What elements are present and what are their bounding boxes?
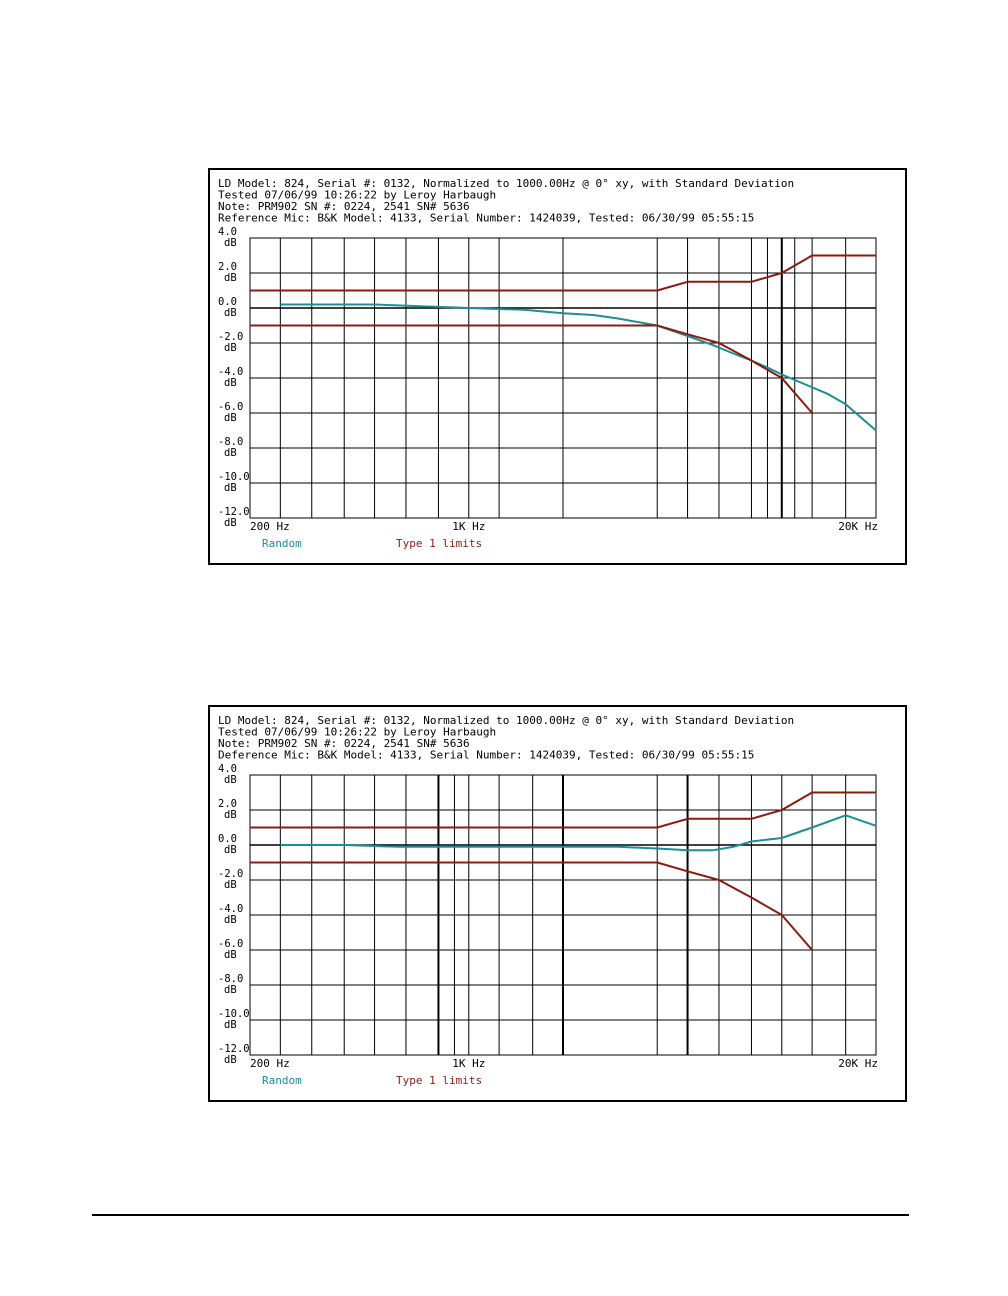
chart2-ytick-unit: dB [224,809,237,821]
chart1-ytick-label: 4.0 [218,226,237,238]
chart2-ytick-label: 0.0 [218,833,237,845]
chart2-xtick-label: 1K Hz [452,1057,485,1070]
chart2-ytick-unit: dB [224,984,237,996]
chart2-header-line-3: Note: PRM902 SN #: 0224, 2541 SN# 5636 [218,737,470,750]
chart2-ytick-label: -6.0 [218,938,243,950]
chart1-ytick-label: -10.0 [218,471,250,483]
frequency-response-chart-2: LD Model: 824, Serial #: 0132, Normalize… [208,705,907,1102]
chart2-xtick-label: 200 Hz [250,1057,290,1070]
chart1-ytick-label: -6.0 [218,401,243,413]
chart2-ytick-unit: dB [224,949,237,961]
chart1-xtick-label: 20K Hz [838,520,878,533]
chart1-ytick-unit: dB [224,307,237,319]
chart2-ytick-label: -10.0 [218,1008,250,1020]
chart1-ytick-unit: dB [224,272,237,284]
chart2-ytick-label: 4.0 [218,763,237,775]
chart2-legend-limits: Type 1 limits [396,1074,482,1087]
chart1-ytick-label: -12.0 [218,506,250,518]
chart2-ytick-label: -8.0 [218,973,243,985]
chart1-ytick-label: -4.0 [218,366,243,378]
chart1-series-random-line [280,303,877,432]
chart2-ytick-unit: dB [224,774,237,786]
chart2-header-line-1: LD Model: 824, Serial #: 0132, Normalize… [218,714,794,727]
chart1-legend-limits: Type 1 limits [396,537,482,550]
chart1-legend-random: Random [262,537,302,550]
chart1-ytick-unit: dB [224,447,237,459]
chart1-ytick-unit: dB [224,237,237,249]
chart1-header-line-4: Reference Mic: B&K Model: 4133, Serial N… [218,212,754,225]
chart-2-svg: LD Model: 824, Serial #: 0132, Normalize… [218,714,878,1087]
chart1-ytick-label: -8.0 [218,436,243,448]
chart1-ytick-label: 2.0 [218,261,237,273]
chart2-series-limit-1-line [250,791,876,829]
chart2-ytick-label: -4.0 [218,903,243,915]
chart1-ytick-unit: dB [224,377,237,389]
chart2-header-line-2: Tested 07/06/99 10:26:22 by Leroy Harbau… [218,726,496,739]
chart2-ytick-unit: dB [224,844,237,856]
chart1-header-line-3: Note: PRM902 SN #: 0224, 2541 SN# 5636 [218,200,470,213]
chart2-legend-random: Random [262,1074,302,1087]
chart1-ytick-unit: dB [224,517,237,529]
chart1-series-limit-1-line [250,254,876,292]
chart2-xtick-label: 20K Hz [838,1057,878,1070]
page-footer-rule [92,1214,909,1216]
chart2-header-line-4: Deference Mic: B&K Model: 4133, Serial N… [218,749,754,762]
chart2-ytick-label: -12.0 [218,1043,250,1055]
chart1-xtick-label: 1K Hz [452,520,485,533]
chart2-ytick-unit: dB [224,1019,237,1031]
frequency-response-chart-1: LD Model: 824, Serial #: 0132, Normalize… [208,168,907,565]
chart2-ytick-unit: dB [224,879,237,891]
chart1-series-limit-2-line [250,324,813,414]
chart1-ytick-unit: dB [224,482,237,494]
chart2-ytick-unit: dB [224,1054,237,1066]
chart1-xtick-label: 200 Hz [250,520,290,533]
chart2-series-limit-2-line [250,861,813,951]
chart2-series-random-line [280,814,877,852]
chart1-ytick-label: -2.0 [218,331,243,343]
chart1-ytick-label: 0.0 [218,296,237,308]
chart-1-svg: LD Model: 824, Serial #: 0132, Normalize… [218,177,878,550]
chart1-header-line-2: Tested 07/06/99 10:26:22 by Leroy Harbau… [218,189,496,202]
chart2-ytick-label: -2.0 [218,868,243,880]
chart1-ytick-unit: dB [224,412,237,424]
chart2-ytick-unit: dB [224,914,237,926]
chart2-ytick-label: 2.0 [218,798,237,810]
chart1-ytick-unit: dB [224,342,237,354]
chart1-header-line-1: LD Model: 824, Serial #: 0132, Normalize… [218,177,794,190]
